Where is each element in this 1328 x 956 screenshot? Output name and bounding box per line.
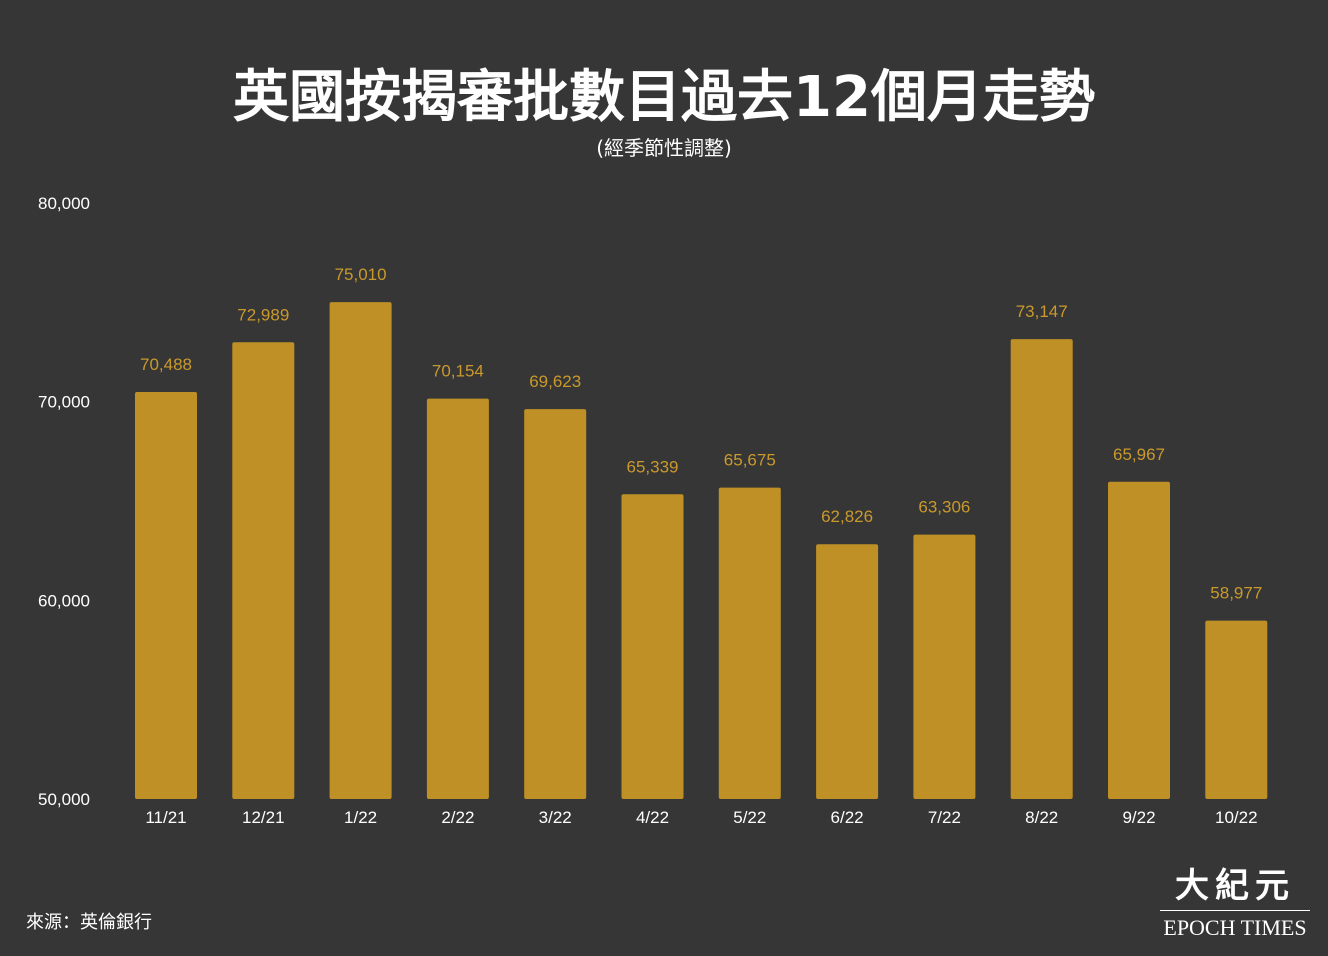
bar-value-label: 72,989 <box>237 305 289 324</box>
x-tick-label: 9/22 <box>1122 808 1155 827</box>
y-tick-label: 70,000 <box>38 393 90 412</box>
chart-title: 英國按揭審批數目過去12個月走勢 <box>233 65 1095 130</box>
x-tick-label: 8/22 <box>1025 808 1058 827</box>
bar-value-label: 63,306 <box>918 498 970 517</box>
bar-value-label: 65,675 <box>724 451 776 470</box>
x-tick-label: 12/21 <box>242 808 285 827</box>
bar <box>913 534 976 799</box>
logo-en-text: EPOCH TIMES <box>1160 910 1310 941</box>
bar <box>816 544 879 799</box>
x-tick-label: 5/22 <box>733 808 766 827</box>
x-tick-label: 3/22 <box>539 808 572 827</box>
bar <box>135 391 197 799</box>
x-tick-label: 4/22 <box>636 808 669 827</box>
bar <box>1205 620 1268 799</box>
chart-subtitle: (經季節性調整) <box>596 136 732 160</box>
logo-cn-text: 大紀元 <box>1175 866 1295 906</box>
epoch-times-logo: 大紀元 EPOCH TIMES <box>1160 866 1310 941</box>
y-tick-label: 80,000 <box>38 194 90 213</box>
bar <box>232 342 295 799</box>
bar-value-label: 65,967 <box>1113 445 1165 464</box>
x-tick-label: 11/21 <box>145 808 186 827</box>
bar <box>524 409 587 799</box>
bar-value-label: 70,154 <box>432 362 484 381</box>
bar-value-label: 70,488 <box>140 355 192 374</box>
x-tick-label: 1/22 <box>344 808 377 827</box>
bar-value-label: 73,147 <box>1016 302 1068 321</box>
bar-value-label: 69,623 <box>529 372 581 391</box>
x-tick-label: 6/22 <box>831 808 864 827</box>
y-tick-label: 60,000 <box>38 591 90 610</box>
bar <box>621 494 684 799</box>
y-tick-label: 50,000 <box>38 790 90 809</box>
x-tick-label: 2/22 <box>441 808 474 827</box>
x-tick-label: 7/22 <box>928 808 961 827</box>
bar-value-label: 75,010 <box>335 265 387 284</box>
source-note: 來源：英倫銀行 <box>26 912 152 933</box>
bar <box>718 487 781 799</box>
bar <box>426 398 489 799</box>
bar <box>1010 339 1073 799</box>
bar-value-label: 58,977 <box>1210 584 1262 603</box>
bar-value-label: 65,339 <box>627 457 679 476</box>
bar <box>329 302 392 799</box>
bar <box>1108 481 1170 799</box>
x-tick-label: 10/22 <box>1215 808 1258 827</box>
bar-value-label: 62,826 <box>821 507 873 526</box>
